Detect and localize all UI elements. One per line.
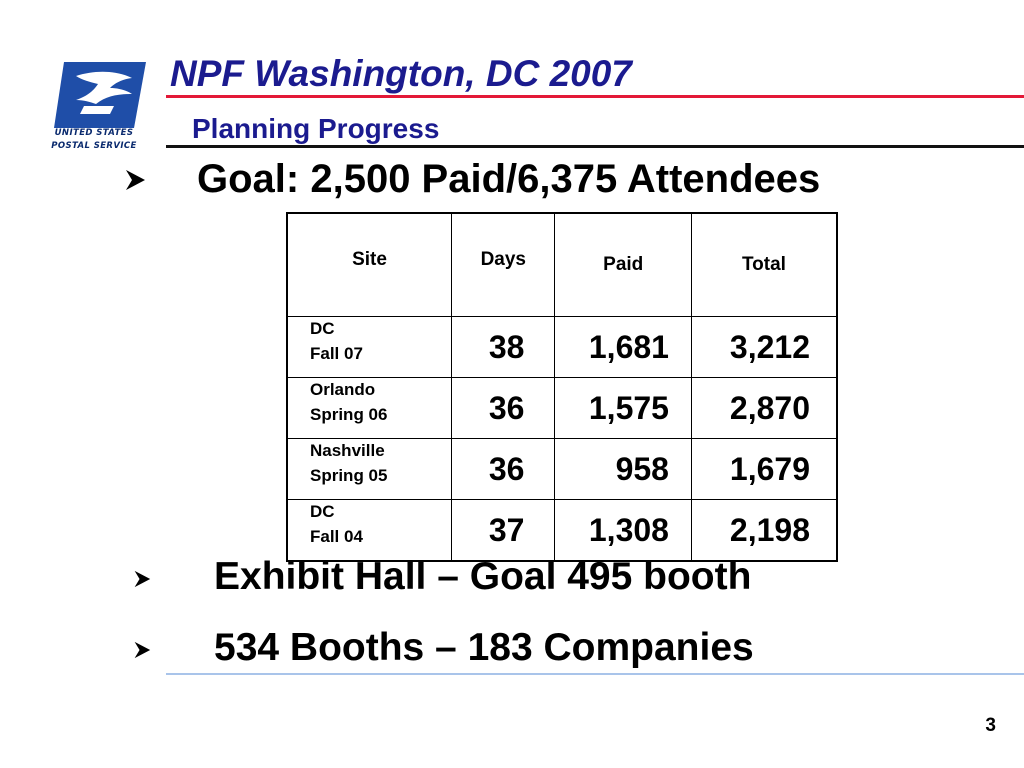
site-cell: Orlando Spring 06 xyxy=(286,377,453,439)
table-row: DC Fall 07 38 1,681 3,212 xyxy=(286,316,838,378)
table-row: Nashville Spring 05 36 958 1,679 xyxy=(286,438,838,500)
header-paid: Paid xyxy=(554,212,692,317)
days-cell: 36 xyxy=(451,377,556,439)
site-cell: Nashville Spring 05 xyxy=(286,438,453,500)
site-season: Fall 07 xyxy=(310,344,363,363)
logo-line-2: POSTAL SERVICE xyxy=(51,141,137,151)
site-season: Spring 06 xyxy=(310,405,388,424)
site-name: Orlando xyxy=(310,380,376,399)
total-cell: 1,679 xyxy=(690,438,838,500)
footer-divider xyxy=(166,673,1024,675)
site-cell: DC Fall 04 xyxy=(286,499,453,562)
header-days: Days xyxy=(451,212,556,317)
usps-logo: UNITED STATES POSTAL SERVICE xyxy=(42,62,146,158)
arrow-bullet-icon xyxy=(134,641,151,659)
slide-title: NPF Washington, DC 2007 xyxy=(170,53,632,94)
attendance-table: Site Days Paid Total DC Fall 07 38 1,681… xyxy=(286,212,838,562)
paid-cell: 1,308 xyxy=(554,499,692,562)
paid-cell: 958 xyxy=(554,438,692,500)
site-name: DC xyxy=(310,319,335,338)
days-cell: 37 xyxy=(451,499,556,562)
eagle-icon xyxy=(54,62,146,128)
total-cell: 2,870 xyxy=(690,377,838,439)
page-number: 3 xyxy=(985,715,996,736)
logo-line-1: UNITED STATES xyxy=(54,128,134,138)
arrow-bullet-icon xyxy=(134,570,151,588)
table-row: DC Fall 04 37 1,308 2,198 xyxy=(286,499,838,562)
goal-text: Goal: 2,500 Paid/6,375 Attendees xyxy=(197,157,821,201)
site-season: Spring 05 xyxy=(310,466,388,485)
slide-subtitle: Planning Progress xyxy=(192,113,440,144)
header-total: Total xyxy=(690,212,838,317)
header-site: Site xyxy=(286,212,453,317)
paid-cell: 1,575 xyxy=(554,377,692,439)
table-header-row: Site Days Paid Total xyxy=(286,212,838,317)
paid-cell: 1,681 xyxy=(554,316,692,378)
site-name: Nashville xyxy=(310,441,385,460)
site-name: DC xyxy=(310,502,335,521)
table-row: Orlando Spring 06 36 1,575 2,870 xyxy=(286,377,838,439)
days-cell: 36 xyxy=(451,438,556,500)
exhibit-hall-bullet: Exhibit Hall – Goal 495 booth xyxy=(214,555,752,598)
site-season: Fall 04 xyxy=(310,527,363,546)
total-cell: 3,212 xyxy=(690,316,838,378)
site-cell: DC Fall 07 xyxy=(286,316,453,378)
total-cell: 2,198 xyxy=(690,499,838,562)
subtitle-divider xyxy=(166,145,1024,148)
arrow-bullet-icon xyxy=(126,170,145,190)
title-divider xyxy=(166,95,1024,98)
booths-bullet: 534 Booths – 183 Companies xyxy=(214,626,754,669)
days-cell: 38 xyxy=(451,316,556,378)
